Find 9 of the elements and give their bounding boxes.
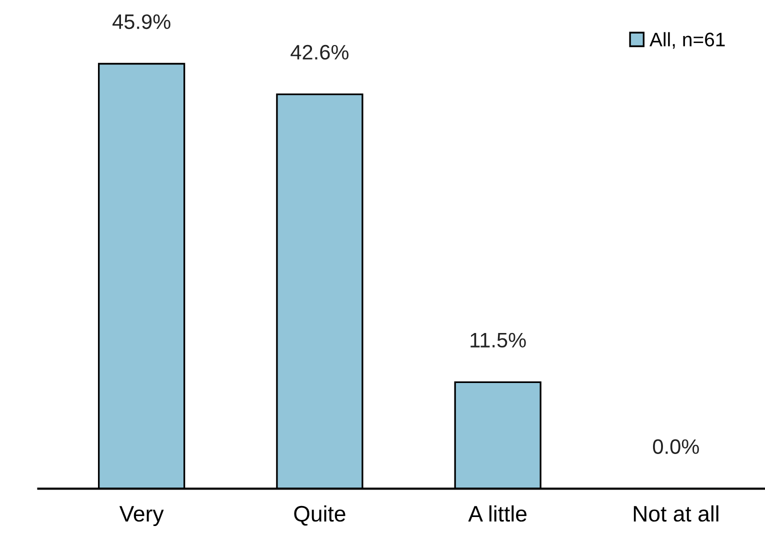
x-tick-label: Quite — [294, 505, 346, 526]
data-label: 42.6% — [290, 44, 348, 60]
x-tick-label: Very — [119, 506, 164, 526]
legend-label: All, n=61 — [650, 32, 725, 49]
data-label: 45.9% — [112, 14, 170, 30]
data-label: 11.5% — [470, 332, 526, 348]
x-tick-label: Not at all — [634, 505, 718, 522]
data-label: 0.0% — [653, 439, 699, 454]
x-tick-label: A little — [468, 505, 526, 522]
